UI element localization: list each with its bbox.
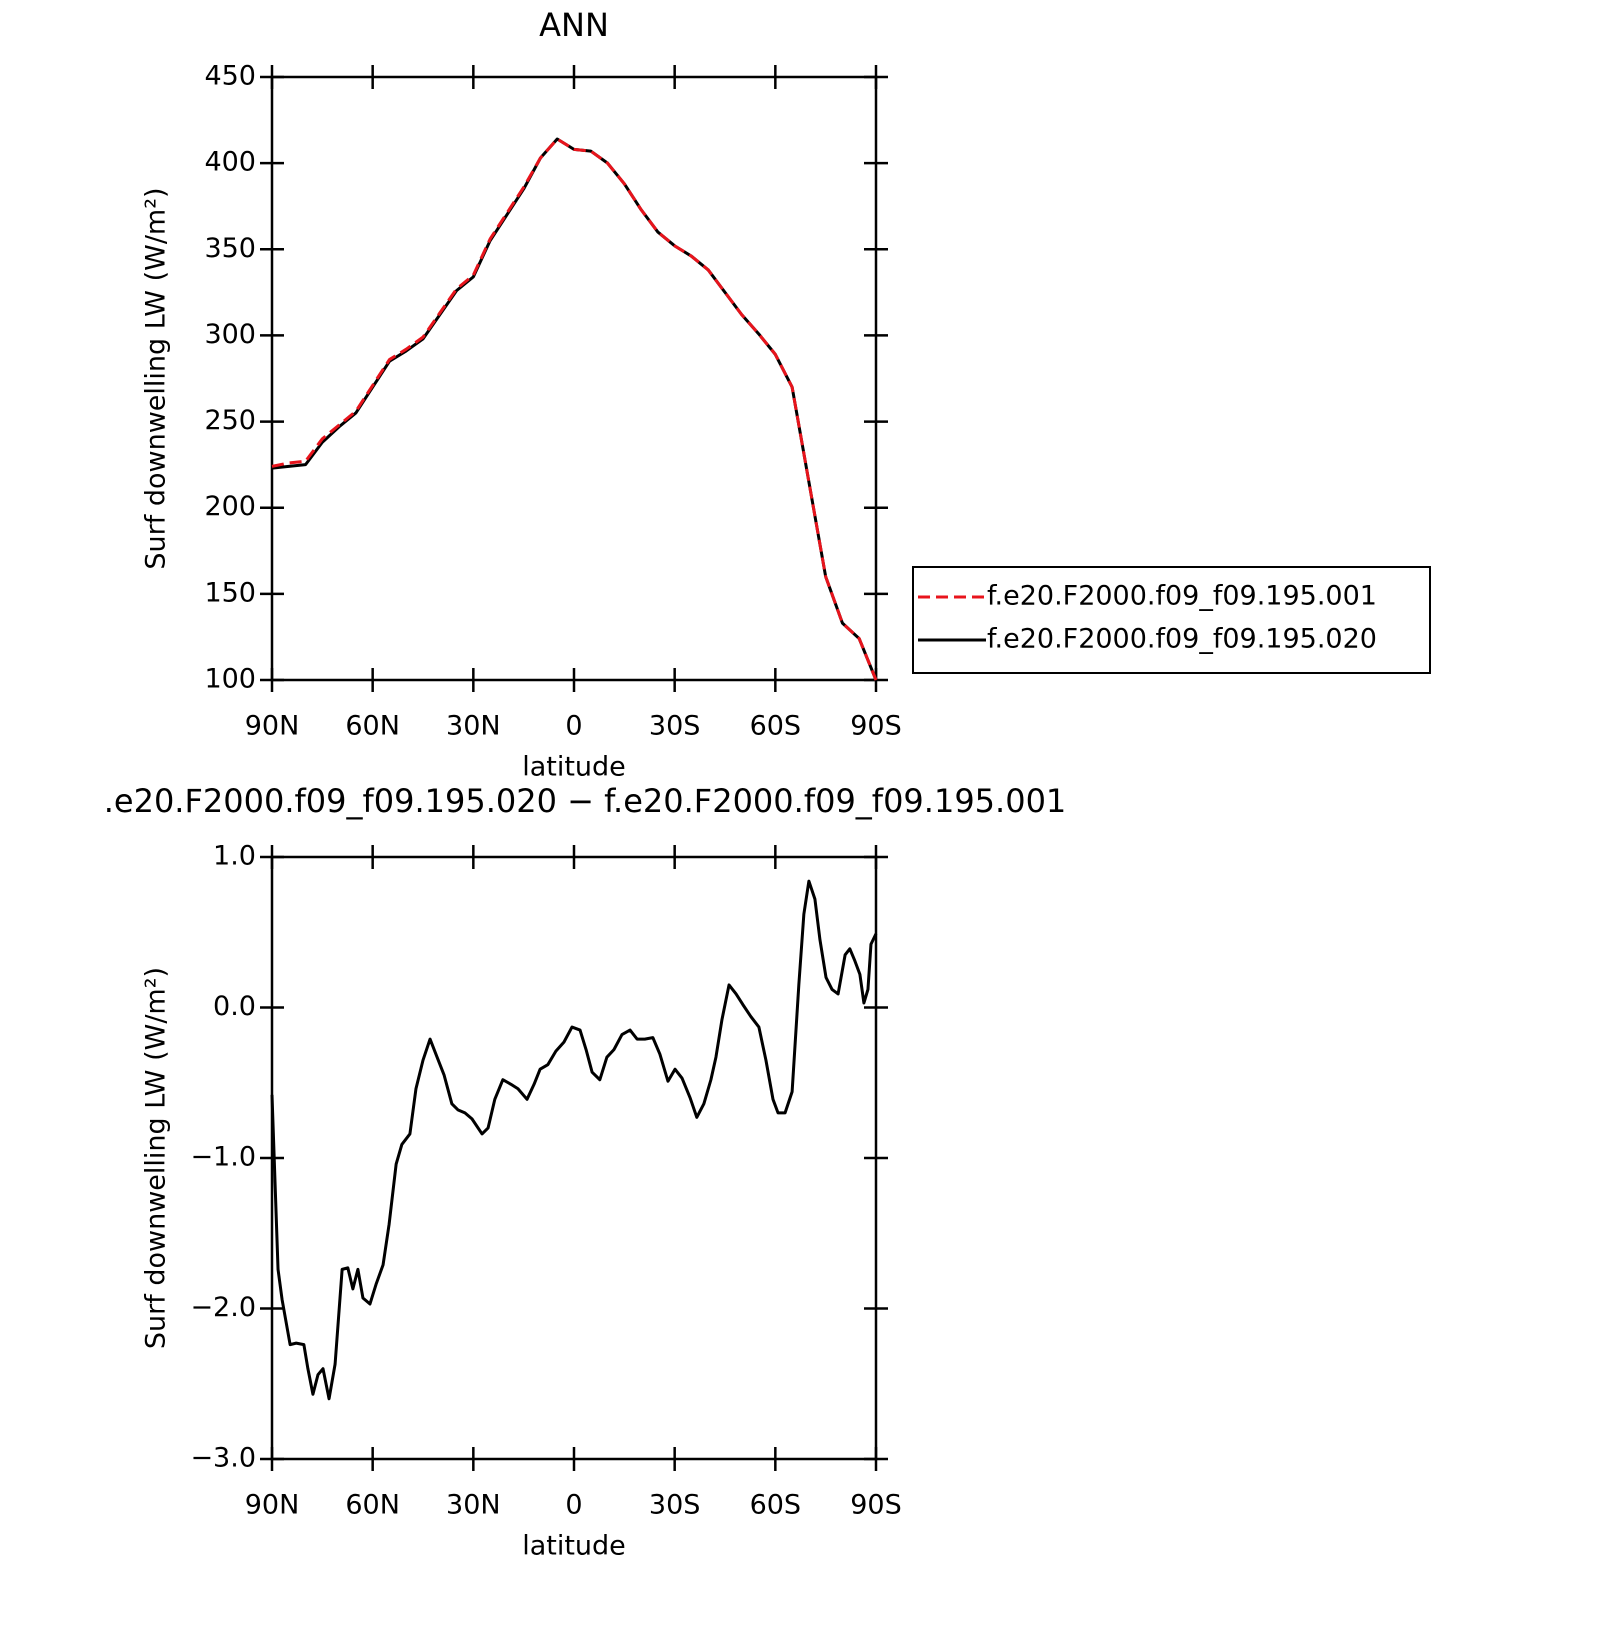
plot-frame bbox=[270, 75, 878, 682]
series-line bbox=[270, 879, 878, 1401]
x-axis-label: latitude bbox=[522, 752, 626, 783]
plot-frame bbox=[270, 855, 878, 1461]
y-axis-label: Surf downwelling LW (W/m²) bbox=[141, 187, 172, 569]
y-tick-label: −3.0 bbox=[190, 1443, 256, 1474]
y-tick-label: 1.0 bbox=[213, 841, 256, 872]
x-tick-label: 0 bbox=[565, 1490, 582, 1521]
series-line bbox=[271, 137, 878, 681]
y-tick-label: 350 bbox=[204, 233, 256, 264]
series-line bbox=[271, 137, 878, 681]
x-tick-label: 90N bbox=[245, 711, 300, 742]
x-tick-label: 60N bbox=[345, 1490, 400, 1521]
y-tick-label: −1.0 bbox=[190, 1142, 256, 1173]
y-tick-label: −2.0 bbox=[190, 1292, 256, 1323]
x-tick-label: 90N bbox=[245, 1490, 300, 1521]
legend-label: f.e20.F2000.f09_f09.195.020 bbox=[987, 624, 1377, 655]
x-tick-label: 30S bbox=[649, 711, 701, 742]
x-tick-label: 0 bbox=[565, 711, 582, 742]
legend-box bbox=[912, 566, 1431, 674]
chart-title: .e20.F2000.f09_f09.195.020 − f.e20.F2000… bbox=[104, 782, 1067, 820]
y-tick-label: 300 bbox=[204, 319, 256, 350]
y-tick-label: 400 bbox=[204, 147, 256, 178]
legend-label: f.e20.F2000.f09_f09.195.001 bbox=[987, 581, 1377, 612]
x-tick-label: 30S bbox=[649, 1490, 701, 1521]
x-tick-label: 90S bbox=[850, 711, 902, 742]
chart-title: ANN bbox=[539, 6, 609, 44]
x-tick-label: 60S bbox=[750, 1490, 802, 1521]
x-tick-label: 90S bbox=[850, 1490, 902, 1521]
x-tick-label: 60N bbox=[345, 711, 400, 742]
x-tick-label: 30N bbox=[446, 1490, 501, 1521]
y-tick-label: 0.0 bbox=[213, 991, 256, 1022]
x-axis-label: latitude bbox=[522, 1531, 626, 1562]
y-tick-label: 250 bbox=[204, 405, 256, 436]
y-tick-label: 450 bbox=[204, 61, 256, 92]
x-tick-label: 30N bbox=[446, 711, 501, 742]
y-tick-label: 150 bbox=[204, 577, 256, 608]
y-tick-label: 100 bbox=[204, 664, 256, 695]
y-axis-label: Surf downwelling LW (W/m²) bbox=[141, 967, 172, 1349]
y-tick-label: 200 bbox=[204, 491, 256, 522]
x-tick-label: 60S bbox=[750, 711, 802, 742]
